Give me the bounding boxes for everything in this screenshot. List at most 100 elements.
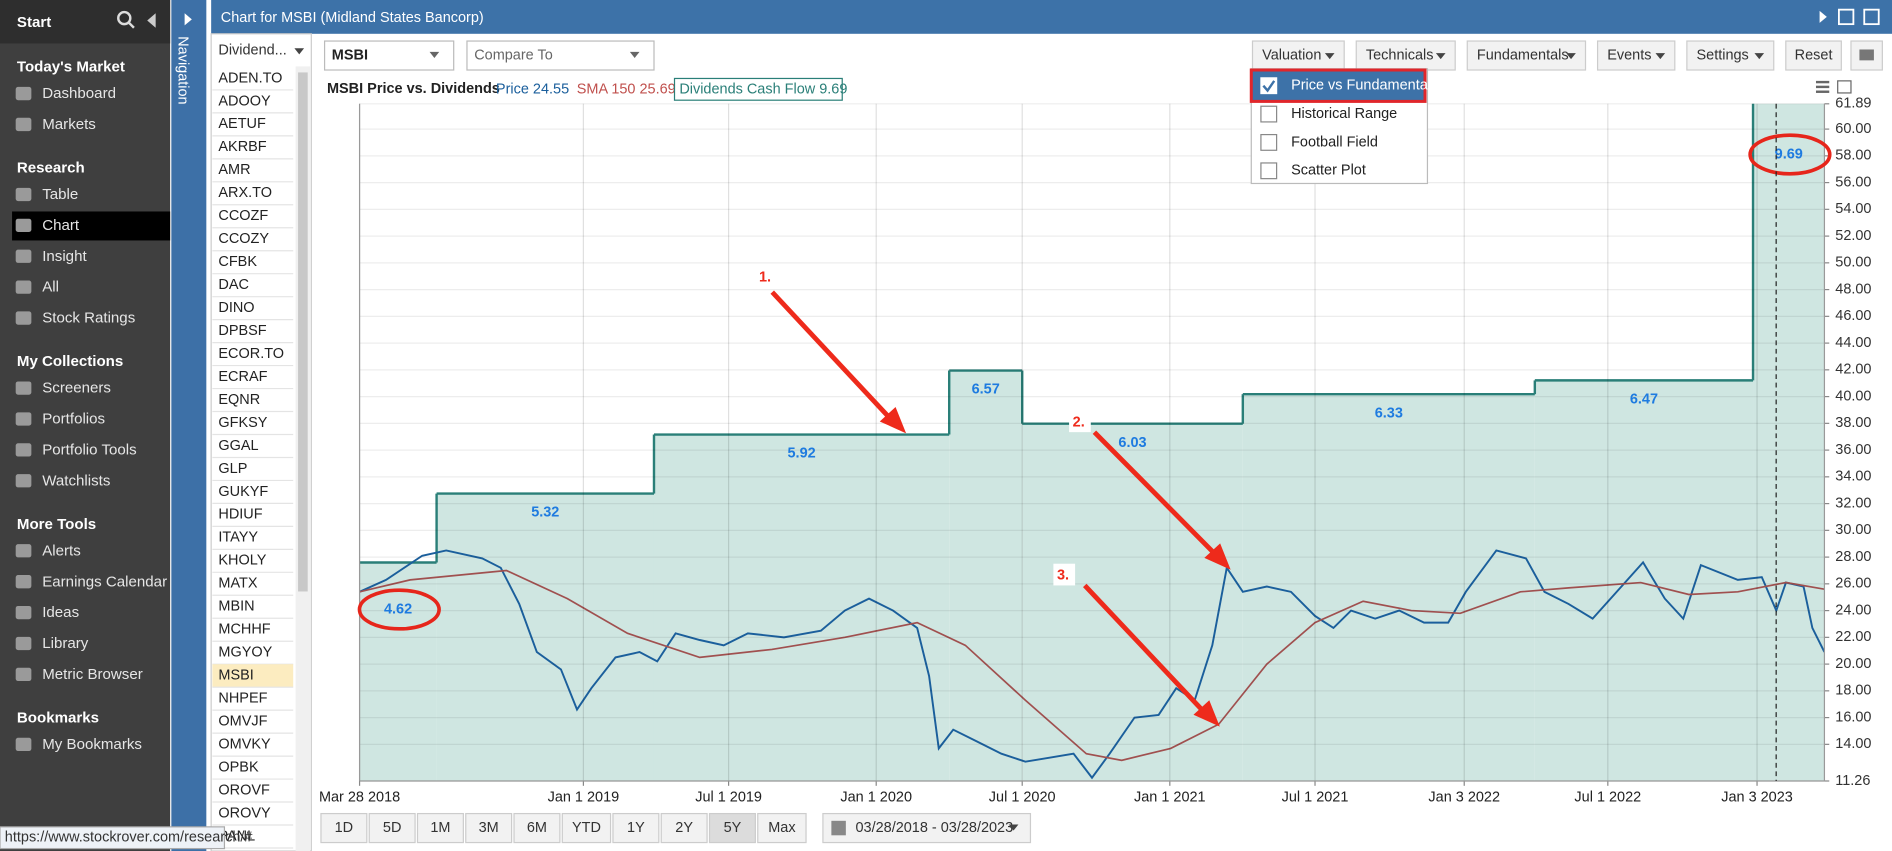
symbol-select[interactable] bbox=[323, 40, 455, 71]
range-button[interactable] bbox=[416, 812, 464, 844]
menu-item[interactable]: Ideas bbox=[42, 604, 79, 621]
ticker[interactable]: OMVJF bbox=[218, 713, 267, 729]
range-button[interactable] bbox=[757, 812, 807, 844]
ticker[interactable]: AETUF bbox=[218, 116, 266, 132]
range-button[interactable] bbox=[513, 812, 561, 844]
search-icon[interactable] bbox=[117, 10, 132, 26]
menu-item[interactable]: My Bookmarks bbox=[42, 736, 142, 753]
menu-option[interactable]: Scatter Plot bbox=[1291, 163, 1366, 179]
menu-item[interactable]: Markets bbox=[42, 116, 96, 133]
ticker[interactable]: CCOZY bbox=[218, 231, 269, 247]
ticker[interactable]: DINO bbox=[218, 300, 254, 316]
menu-item[interactable]: Insight bbox=[42, 248, 87, 265]
range-button[interactable] bbox=[368, 812, 416, 844]
checkbox[interactable] bbox=[1260, 77, 1278, 95]
ticker[interactable]: OROVY bbox=[218, 805, 271, 821]
ticker[interactable]: ECOR.TO bbox=[218, 346, 284, 362]
range-button[interactable] bbox=[708, 812, 756, 844]
menu-item[interactable]: Table bbox=[42, 186, 78, 203]
ticker[interactable]: GLP bbox=[218, 461, 247, 477]
scroll-thumb[interactable] bbox=[298, 72, 308, 592]
menu-item[interactable]: Stock Ratings bbox=[42, 310, 135, 327]
ticker[interactable]: GGAL bbox=[218, 438, 258, 454]
ticker[interactable]: GFKSY bbox=[218, 415, 267, 431]
range-label: Max bbox=[768, 820, 796, 836]
ticker[interactable]: ITAYY bbox=[218, 530, 258, 546]
ticker[interactable]: KHOLY bbox=[218, 553, 266, 569]
range-button[interactable] bbox=[320, 812, 368, 844]
menu-option[interactable]: Historical Range bbox=[1291, 106, 1397, 122]
range-button[interactable] bbox=[561, 812, 612, 844]
ticker[interactable]: HDIUF bbox=[218, 507, 262, 523]
menu-item[interactable]: Portfolio Tools bbox=[42, 441, 136, 458]
dividend-area bbox=[436, 493, 654, 781]
menu-item[interactable]: All bbox=[42, 279, 59, 296]
navigation-label[interactable]: Navigation bbox=[174, 36, 190, 104]
watchlist-panel bbox=[210, 33, 312, 851]
ticker[interactable]: MGYOY bbox=[218, 645, 272, 661]
window-title: Chart for MSBI (Midland States Bancorp) bbox=[221, 10, 484, 26]
menu-item[interactable]: Dashboard bbox=[42, 85, 116, 102]
ticker[interactable]: OMVKY bbox=[218, 736, 271, 752]
section-title: Bookmarks bbox=[17, 709, 99, 726]
header-icon[interactable] bbox=[1838, 8, 1855, 26]
ticker[interactable]: AMR bbox=[218, 162, 250, 178]
ticker[interactable]: AKRBF bbox=[218, 139, 266, 155]
ticker[interactable]: ARX.TO bbox=[218, 185, 272, 201]
x-tick-label: Jul 1 2021 bbox=[1282, 790, 1349, 806]
checkbox[interactable] bbox=[1260, 162, 1278, 180]
menu-item[interactable]: Alerts bbox=[42, 542, 81, 559]
menu-option[interactable]: Price vs Fundamental bbox=[1291, 78, 1431, 94]
ticker[interactable]: MCHHF bbox=[218, 622, 270, 638]
ticker[interactable]: EQNR bbox=[218, 392, 260, 408]
ticker[interactable]: MBIN bbox=[218, 599, 254, 615]
compare-select[interactable] bbox=[466, 40, 655, 71]
ticker[interactable]: CCOZF bbox=[218, 208, 268, 224]
watchlist-selector[interactable]: Dividend... bbox=[218, 43, 286, 59]
menu-button[interactable] bbox=[1466, 40, 1587, 71]
ticker[interactable]: CFBK bbox=[218, 254, 257, 270]
ticker[interactable]: MSBI bbox=[218, 668, 253, 684]
menu-item[interactable]: Library bbox=[42, 635, 89, 652]
dropdown-arrow bbox=[294, 48, 305, 55]
annotation: 2. bbox=[1073, 414, 1085, 430]
y-tick-label: 61.89 bbox=[1835, 96, 1871, 112]
chart-title: MSBI Price vs. Dividends bbox=[327, 81, 500, 97]
ticker[interactable]: ADEN.TO bbox=[218, 70, 282, 86]
menu-item[interactable]: Earnings Calendar bbox=[42, 573, 167, 590]
ticker[interactable]: PANL bbox=[218, 828, 255, 844]
reset-button[interactable] bbox=[1785, 40, 1842, 71]
menu-item[interactable]: Chart bbox=[42, 217, 80, 234]
ticker[interactable]: DPBSF bbox=[218, 323, 266, 339]
ticker[interactable]: OPBK bbox=[218, 759, 259, 775]
menu-item[interactable]: Metric Browser bbox=[42, 666, 143, 683]
menu-item[interactable]: Watchlists bbox=[42, 472, 110, 489]
range-button[interactable] bbox=[660, 812, 708, 844]
ticker[interactable]: NHPEF bbox=[218, 691, 267, 707]
ticker[interactable]: MATX bbox=[218, 576, 257, 592]
expand-icon[interactable] bbox=[184, 13, 192, 26]
date-range-select[interactable] bbox=[822, 812, 1032, 844]
panel-icons[interactable] bbox=[1815, 80, 1852, 94]
menu-option[interactable]: Football Field bbox=[1291, 134, 1378, 150]
menu-label: Events bbox=[1607, 47, 1651, 63]
ticker[interactable]: OROVF bbox=[218, 782, 270, 798]
checkbox[interactable] bbox=[1260, 105, 1278, 123]
ticker[interactable]: GUKYF bbox=[218, 484, 268, 500]
header-icon[interactable] bbox=[1819, 10, 1827, 23]
ticker[interactable]: DAC bbox=[218, 277, 249, 293]
menu-icon bbox=[15, 381, 32, 395]
menu-item[interactable]: Screeners bbox=[42, 380, 111, 397]
header-icon[interactable] bbox=[1863, 8, 1880, 26]
start-label[interactable]: Start bbox=[17, 14, 51, 31]
menu-item[interactable]: Portfolios bbox=[42, 411, 105, 428]
ticker[interactable]: ECRAF bbox=[218, 369, 267, 385]
valuation-menu-items: Price vs Fundamental Historical Range Foot… bbox=[1249, 68, 1431, 180]
ticker[interactable]: ADOOY bbox=[218, 93, 271, 109]
y-tick-label: 36.00 bbox=[1835, 442, 1871, 458]
checkbox[interactable] bbox=[1260, 133, 1278, 151]
range-button[interactable] bbox=[465, 812, 513, 844]
collapse-icon[interactable] bbox=[147, 13, 156, 28]
range-button[interactable] bbox=[612, 812, 660, 844]
